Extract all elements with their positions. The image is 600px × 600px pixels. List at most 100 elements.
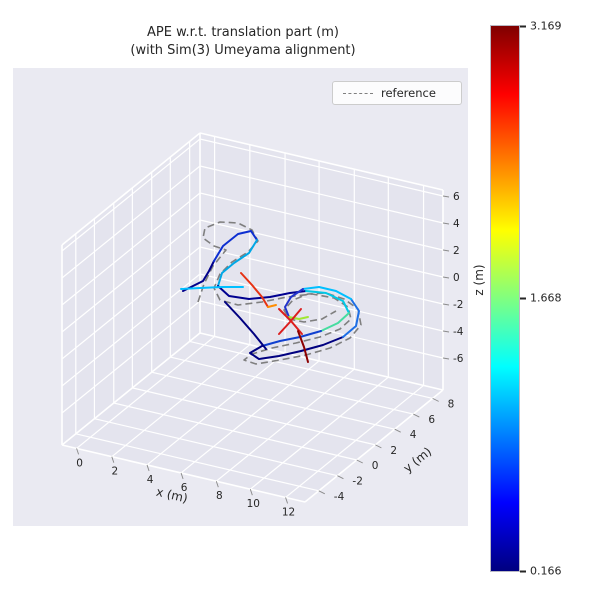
trajectory-segment (224, 301, 267, 350)
x-tick (249, 489, 253, 496)
grid-line-y-floor (189, 340, 433, 399)
trajectory-segment (180, 286, 244, 290)
y-tick-label: -4 (334, 491, 345, 503)
z-tick (442, 357, 450, 360)
x-tick-label: 0 (76, 457, 83, 469)
grid-line-z-right (199, 219, 444, 278)
grid-line-x-floor (111, 344, 251, 458)
y-tick-label: 2 (390, 445, 397, 457)
trajectory-segment (213, 230, 258, 262)
x-tick-label: 6 (181, 482, 188, 494)
box-edge (199, 332, 444, 391)
reference-dashed-line-sample (343, 92, 373, 94)
grid-line-z-left (61, 165, 201, 279)
trajectory-segment (261, 330, 322, 347)
z-tick-label: 4 (453, 218, 460, 230)
y-tick (394, 428, 401, 433)
colorbar-tick-median-label: 1.668 (530, 291, 562, 305)
grid-line-z-left (61, 138, 201, 252)
y-tick (318, 490, 326, 495)
y-tick (432, 397, 439, 402)
z-tick-label: -6 (453, 353, 464, 365)
z-tick (442, 303, 450, 306)
trajectory-segment (249, 336, 344, 360)
left-pane (62, 133, 200, 445)
colorbar-tick-min-label: 0.166 (530, 564, 562, 578)
legend-label: reference (381, 86, 436, 100)
z-tick-label: 0 (453, 272, 460, 284)
box-edge (304, 389, 444, 503)
grid-line-x-floor (180, 360, 320, 474)
grid-line-y-floor (94, 418, 338, 477)
box-edge (61, 332, 201, 446)
x-tick (111, 456, 115, 463)
colorbar-tickmark (520, 297, 526, 299)
z-axis-label: z (m) (472, 264, 486, 295)
z-tick-label: -2 (453, 299, 463, 311)
y-tick (337, 475, 344, 480)
z-tick-label: -4 (453, 326, 464, 338)
trajectory-segment (302, 286, 352, 300)
colorbar-tickmark (520, 25, 526, 27)
z-tick (442, 330, 450, 333)
y-tick-label: 0 (372, 460, 379, 472)
grid-line-y-floor (151, 371, 395, 430)
grid-line-z-left (61, 192, 201, 306)
y-tick (413, 413, 420, 418)
grid-line-x-floor (146, 352, 286, 466)
z-tick (442, 195, 450, 198)
legend: reference (332, 81, 462, 105)
grid-line-x-floor (76, 335, 215, 449)
colorbar-tick-max-label: 3.169 (530, 19, 562, 33)
y-tick-label: -2 (352, 476, 362, 488)
x-tick-label: 2 (111, 466, 118, 478)
x-tick-label: 12 (282, 506, 295, 518)
trajectory-segment (240, 272, 269, 308)
colorbar-tickmark (520, 570, 526, 572)
grid-line-y-floor (132, 387, 376, 446)
chart-title-line1: APE w.r.t. translation part (m) (147, 25, 339, 40)
grid-line-z-right (199, 192, 444, 251)
x-tick (180, 472, 184, 480)
x-tick-label: 4 (147, 474, 154, 486)
box-edge (199, 132, 444, 191)
grid-line-x-floor (215, 368, 355, 482)
grid-line-z-right (199, 273, 444, 332)
colorbar: 3.169 1.668 0.166 (490, 20, 562, 578)
colorbar-tick-min: 0.166 (520, 565, 562, 578)
x-tick (215, 481, 219, 488)
z-tick-label: 6 (453, 191, 460, 203)
colorbar-tick-median: 1.668 (520, 292, 562, 305)
trajectory-segment (288, 316, 309, 320)
trajectory-segment (297, 330, 309, 363)
grid-line-y-floor (113, 402, 357, 461)
z-tick (442, 222, 450, 225)
grid-line-z-left (61, 273, 201, 387)
grid-line-z-left (61, 300, 201, 414)
y-tick-label: 8 (448, 398, 455, 410)
x-tick (76, 448, 80, 455)
grid-line-x-floor (249, 376, 389, 490)
grid-line-z-right (199, 165, 444, 224)
grid-line-y-floor (170, 356, 414, 415)
trajectory-segment (342, 298, 360, 338)
x-tick (285, 497, 288, 504)
chart-title: APE w.r.t. translation part (m) (with Si… (0, 24, 486, 60)
trajectory-segment (217, 285, 307, 300)
x-tick (146, 464, 150, 472)
trajectory-segment (320, 312, 350, 332)
grid-line-z-left (61, 219, 201, 333)
z-tick (442, 276, 450, 279)
colorbar-tick-max: 3.169 (520, 20, 562, 33)
trajectory-segment (267, 304, 277, 308)
colorbar-gradient (490, 25, 520, 572)
z-tick (442, 249, 450, 252)
grid-line-z-left (61, 246, 201, 360)
trajectory-segment (284, 288, 304, 318)
grid-line-z-right (199, 138, 444, 197)
y-tick-label: 4 (410, 429, 417, 441)
box-edge (61, 132, 201, 246)
box-edge (61, 444, 306, 503)
